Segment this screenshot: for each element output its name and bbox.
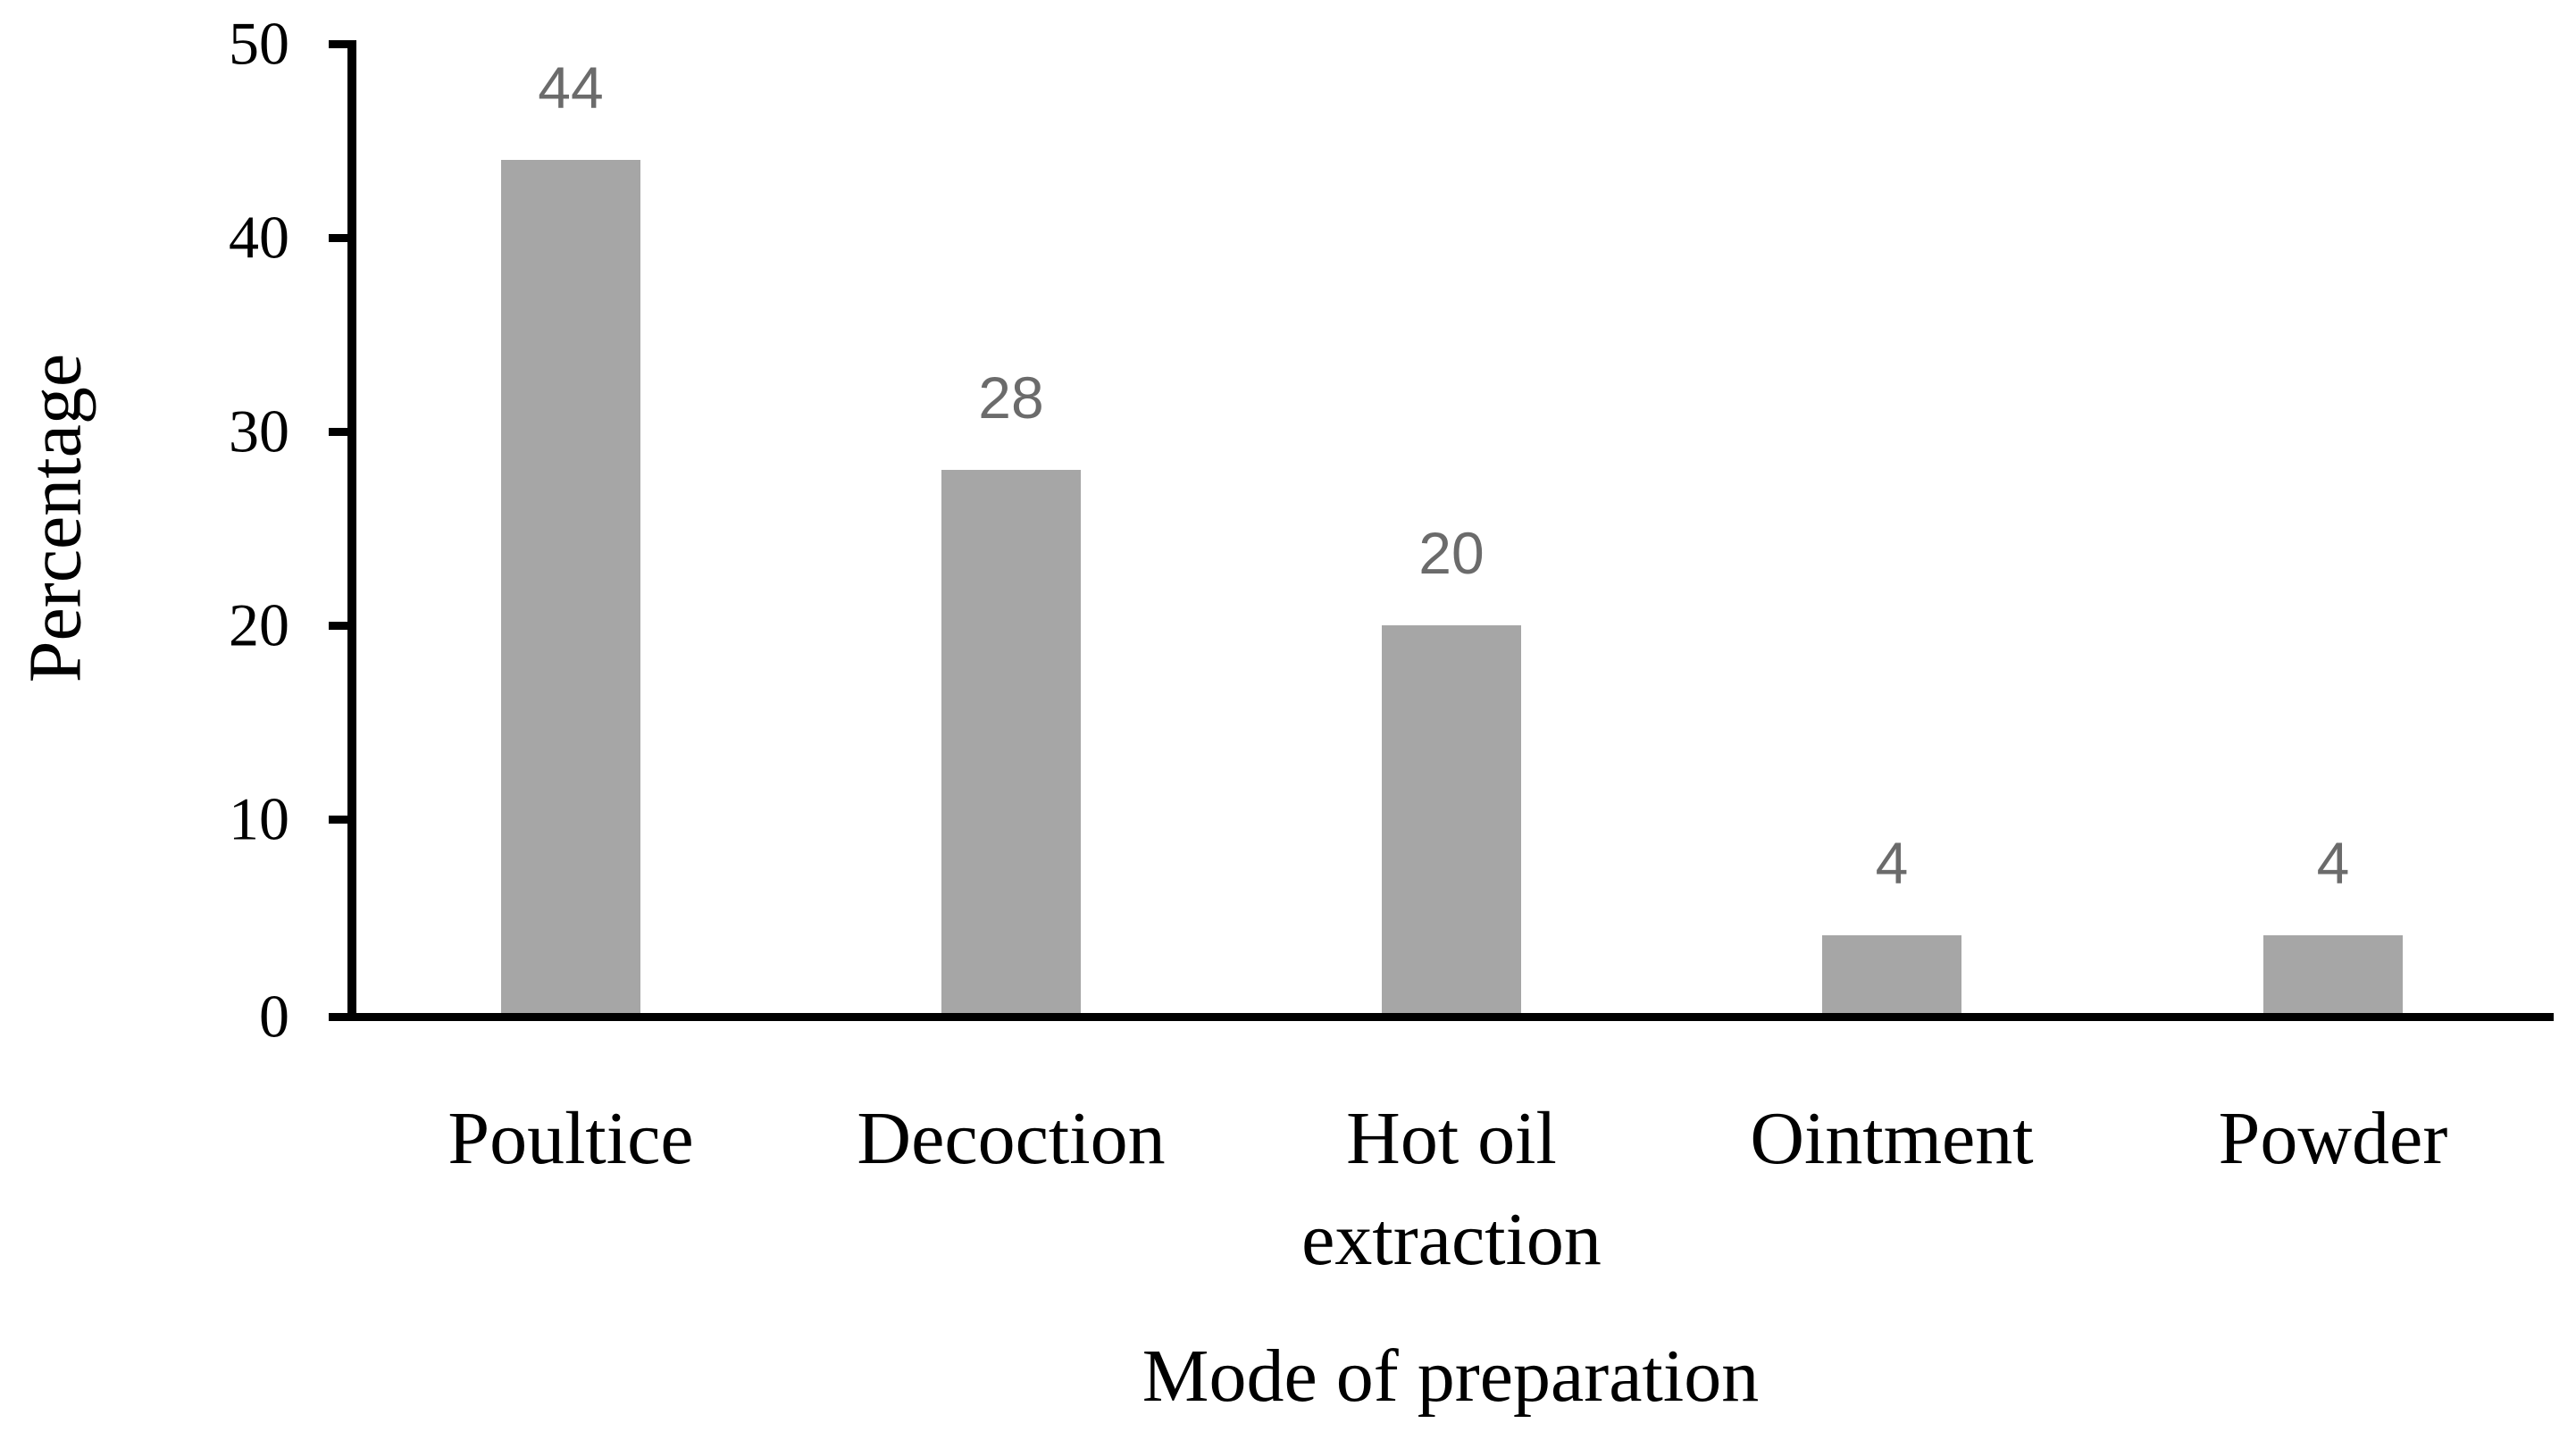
x-axis-line [329, 1013, 2554, 1021]
y-tick-label-40: 40 [229, 203, 289, 272]
category-label-powder: Powder [2218, 1097, 2448, 1180]
bar-powder [2263, 935, 2403, 1013]
y-axis-tick [329, 622, 348, 630]
y-axis-tick [329, 428, 348, 436]
y-axis-tick [329, 234, 348, 242]
data-label-hot-oil-extraction: 20 [1418, 520, 1485, 586]
data-label-powder: 4 [2316, 830, 2350, 896]
category-label-poultice: Poultice [447, 1097, 694, 1180]
bar-decoction [941, 470, 1081, 1013]
y-tick-label-50: 50 [229, 9, 289, 78]
bar-ointment [1822, 935, 1961, 1013]
data-label-ointment: 4 [1875, 830, 1909, 896]
data-label-poultice: 44 [538, 54, 604, 121]
y-tick-label-10: 10 [229, 784, 289, 853]
bar-hot-oil-extraction [1382, 625, 1521, 1013]
bar-poultice [501, 160, 640, 1013]
category-label-ointment: Ointment [1750, 1097, 2034, 1180]
data-label-decoction: 28 [978, 364, 1044, 431]
y-axis-tick [329, 40, 348, 48]
y-axis-line [347, 40, 356, 1021]
y-tick-label-30: 30 [229, 397, 289, 465]
y-tick-label-0: 0 [259, 982, 289, 1051]
y-axis-tick [329, 816, 348, 824]
y-tick-label-20: 20 [229, 590, 289, 659]
x-axis-title: Mode of preparation [1142, 1335, 1760, 1418]
y-axis-title: Percentage [13, 353, 97, 683]
category-label-decoction: Decoction [857, 1097, 1166, 1180]
category-label-hot-oil-extraction: Hot oil extraction [1301, 1097, 1602, 1282]
